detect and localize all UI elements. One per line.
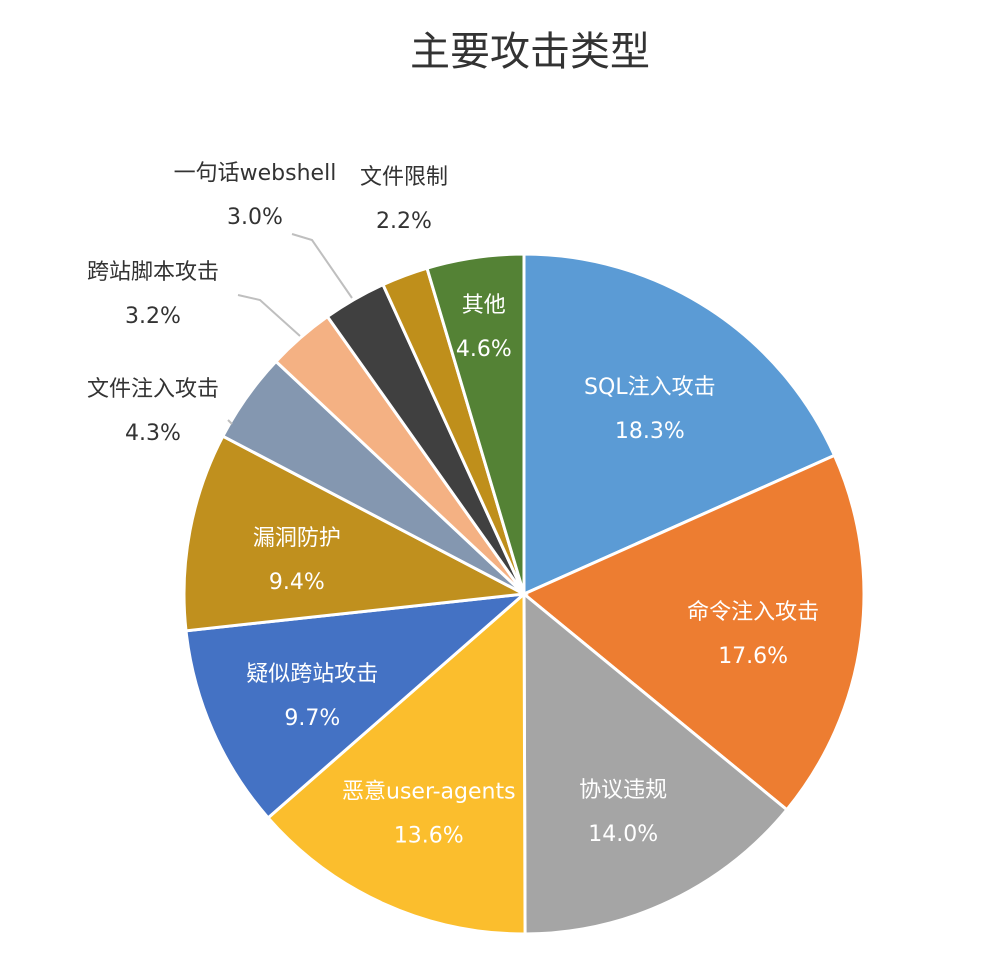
slice-label: 疑似跨站攻击 <box>246 662 378 687</box>
slice-label: 文件限制 <box>360 165 448 190</box>
pie-slice <box>521 453 866 812</box>
slice-label: 文件注入攻击 <box>87 377 219 402</box>
slice-value-label: 17.6% <box>718 644 788 669</box>
slice-value-label: 4.6% <box>456 337 512 362</box>
pie-slice <box>522 590 789 936</box>
slice-value-label: 13.6% <box>394 824 464 849</box>
leader-line <box>227 419 233 425</box>
pie-slice <box>522 252 837 597</box>
slice-label: 一句话webshell <box>174 161 337 186</box>
slice-labels: SQL注入攻击 18.3% 命令注入攻击 17.6% 协议违规 14.0% 恶意user-a… <box>87 161 819 849</box>
leader-lines <box>227 233 353 425</box>
pie-slice <box>425 252 526 595</box>
slice-label: 漏洞防护 <box>253 526 341 551</box>
pie-slice <box>265 590 527 936</box>
slice-value-label: 2.2% <box>376 209 432 234</box>
slice-value-label: 14.0% <box>588 822 658 847</box>
slice-value-label: 18.3% <box>615 419 685 444</box>
slice-value-label: 3.2% <box>125 304 181 329</box>
slice-value-label: 4.3% <box>125 421 181 446</box>
pie-slice <box>182 434 530 633</box>
slice-value-label: 3.0% <box>227 205 283 230</box>
leader-line <box>291 233 353 299</box>
slice-value-label: 9.4% <box>269 570 325 595</box>
pie-slices <box>182 252 866 936</box>
slice-label: SQL注入攻击 <box>584 375 716 400</box>
chart-title: 主要攻击类型 <box>410 29 650 75</box>
slice-value-label: 9.7% <box>284 706 340 731</box>
slice-label: 协议违规 <box>579 778 667 803</box>
slice-label: 恶意user-agents <box>342 780 516 805</box>
slice-label: 命令注入攻击 <box>687 600 819 625</box>
leader-line <box>237 294 301 337</box>
pie-slice <box>184 591 529 820</box>
slice-label: 跨站脚本攻击 <box>87 260 219 285</box>
slice-label: 其他 <box>462 293 506 318</box>
